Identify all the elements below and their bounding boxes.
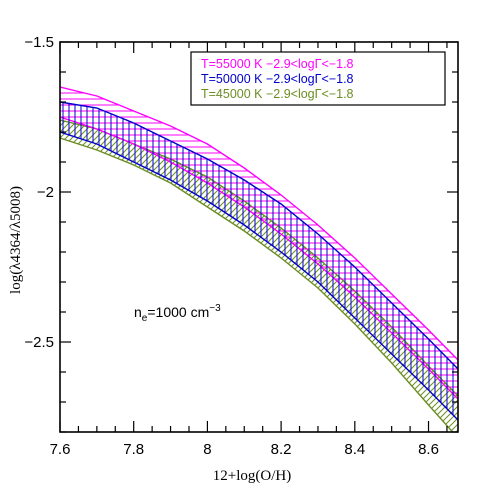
x-tick-label: 8.2 — [271, 441, 292, 458]
x-tick-label: 8.6 — [418, 441, 439, 458]
y-tick-label: −1.5 — [24, 34, 54, 51]
x-axis-label: 12+log(O/H) — [213, 468, 291, 484]
legend-entry-3: T=45000 K −2.9<logΓ<−1.8 — [201, 87, 354, 101]
y-tick-label: −2.5 — [24, 334, 54, 351]
plot-frame — [59, 41, 459, 433]
y-axis-label: log(λ4364/λ5008) — [8, 186, 24, 294]
legend-entry-2: T=50000 K −2.9<logΓ<−1.8 — [201, 72, 354, 86]
x-tick-label: 7.6 — [50, 441, 71, 458]
band-lower-line-series-3 — [60, 137, 454, 432]
legend-box — [190, 51, 446, 106]
legend-entry-1: T=55000 K −2.9<logΓ<−1.8 — [201, 57, 354, 71]
x-tick-label: 8 — [203, 441, 211, 458]
legend: T=55000 K −2.9<logΓ<−1.8 T=50000 K −2.9<… — [190, 51, 446, 106]
band-upper-line-series-1 — [60, 86, 458, 361]
ticks-layer — [59, 41, 458, 433]
band-lower-line-series-2 — [60, 131, 458, 421]
series-layer — [60, 86, 458, 432]
band-fill-series-2 — [60, 102, 458, 420]
density-annotation: ne=1000 cm−3 — [134, 303, 221, 324]
y-tick-label: −2 — [37, 184, 54, 201]
x-tick-label: 8.4 — [344, 441, 365, 458]
x-tick-label: 7.8 — [123, 441, 144, 458]
labels-layer: 7.6 7.8 8 8.2 8.4 8.6 −1.5 −2 −2.5 — [24, 34, 439, 458]
band-upper-line-series-2 — [60, 101, 458, 370]
